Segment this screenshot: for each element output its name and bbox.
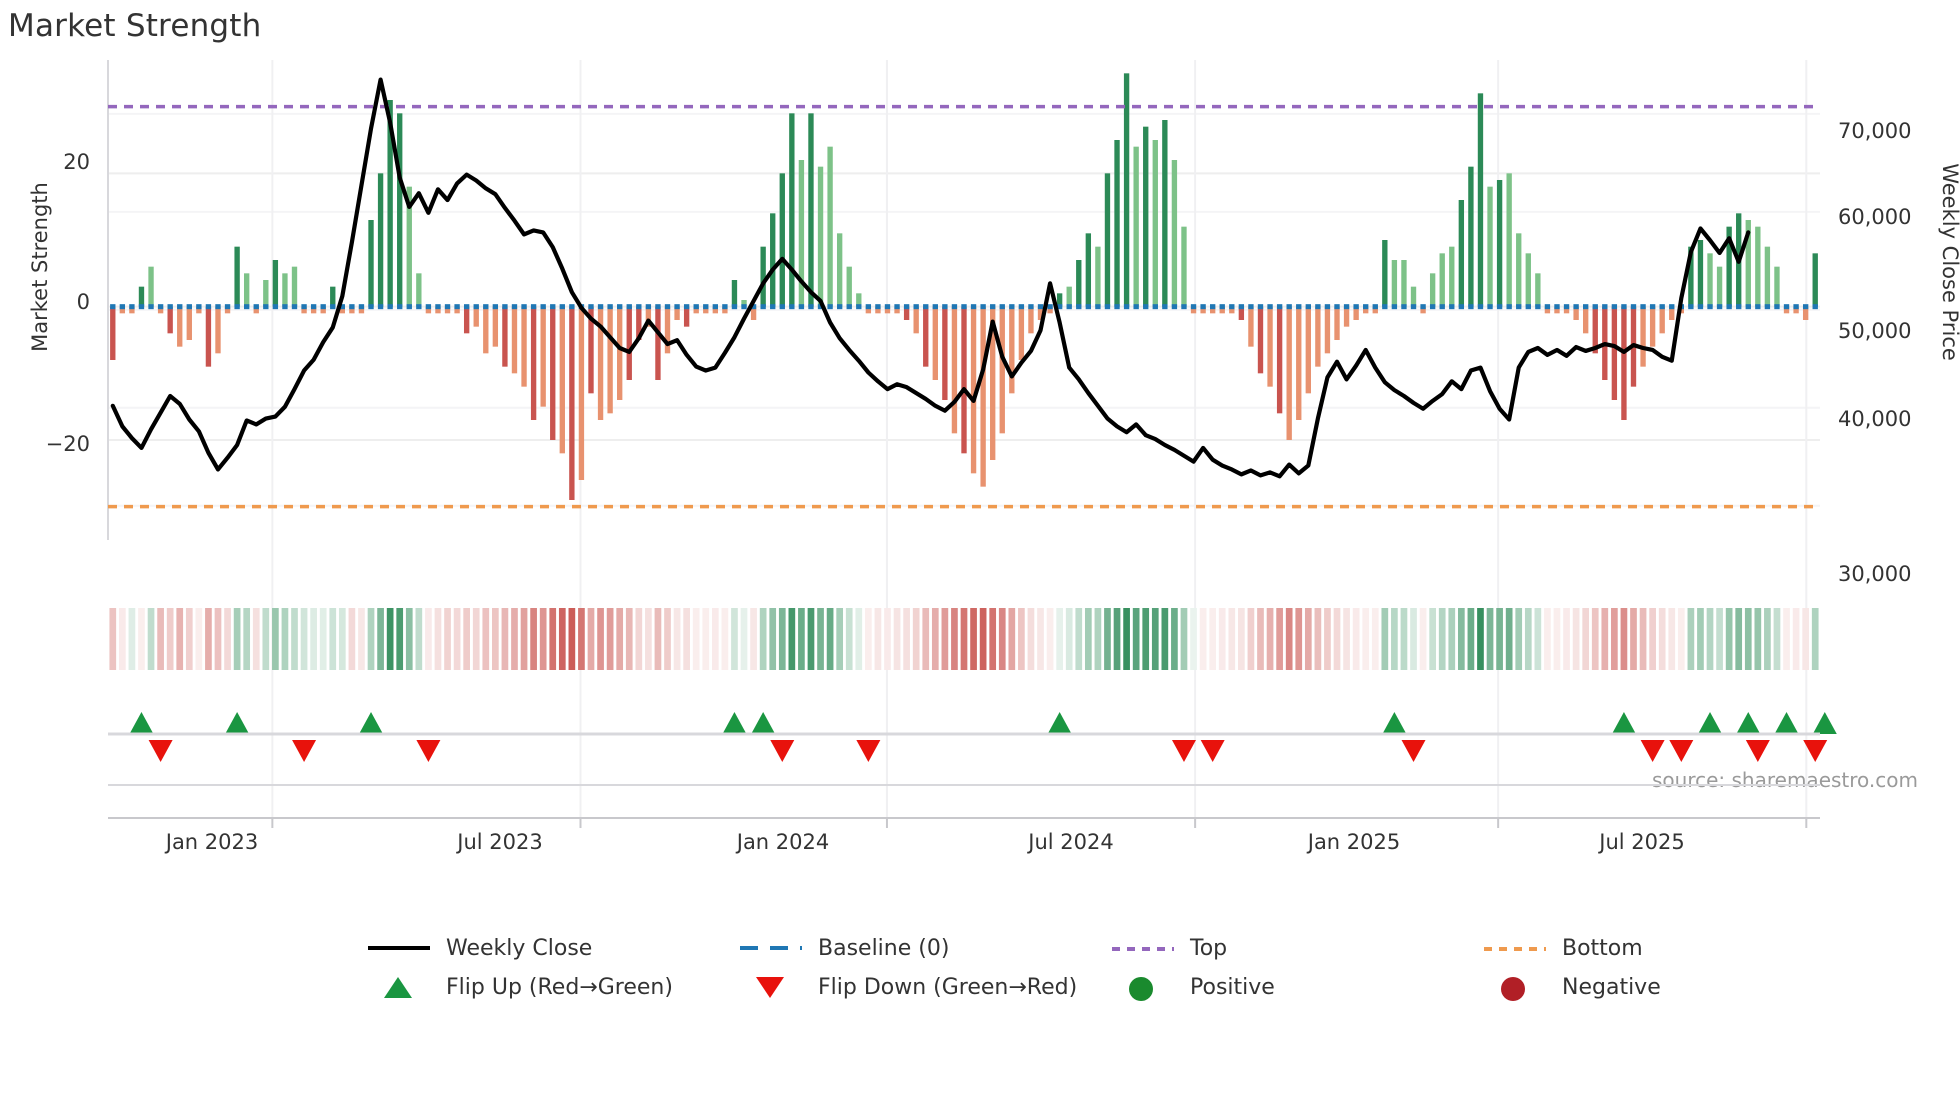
chart-canvas — [107, 60, 1837, 828]
circle-icon — [1112, 975, 1174, 1001]
legend-label: Bottom — [1562, 935, 1643, 961]
legend-label: Negative — [1562, 974, 1661, 1000]
legend-label: Flip Up (Red→Green) — [446, 974, 673, 1000]
dashed-line-icon — [740, 936, 802, 960]
legend-item-weekly-close[interactable]: Weekly Close — [368, 925, 592, 971]
legend-label: Weekly Close — [446, 935, 593, 961]
legend-label: Baseline (0) — [818, 935, 950, 961]
dotted-line-icon — [1484, 936, 1546, 960]
x-tick-5: Jul 2025 — [1599, 830, 1685, 854]
y-tick-left-2: −20 — [45, 432, 90, 456]
y-tick-right-2: 50,000 — [1838, 319, 1912, 343]
legend-item-negative[interactable]: Negative — [1484, 964, 1661, 1010]
x-tick-3: Jul 2024 — [1028, 830, 1114, 854]
legend-item-top[interactable]: Top — [1112, 925, 1227, 971]
y-tick-right-4: 30,000 — [1838, 562, 1912, 586]
x-tick-1: Jul 2023 — [457, 830, 543, 854]
legend-item-baseline[interactable]: Baseline (0) — [740, 925, 949, 971]
legend-item-flip-down[interactable]: Flip Down (Green→Red) — [740, 964, 1077, 1010]
y-tick-right-0: 70,000 — [1838, 119, 1912, 143]
source-caption: source: sharemaestro.com — [1652, 768, 1918, 792]
legend-label: Positive — [1190, 974, 1275, 1000]
chart-legend: Weekly Close Baseline (0) Top Bottom Fli… — [0, 925, 1960, 1035]
y-tick-right-1: 60,000 — [1838, 205, 1912, 229]
page-title: Market Strength — [8, 8, 262, 44]
line-icon — [368, 936, 430, 960]
legend-label: Flip Down (Green→Red) — [818, 974, 1078, 1000]
triangle-up-icon — [368, 975, 430, 999]
legend-label: Top — [1190, 935, 1228, 961]
x-tick-2: Jan 2024 — [736, 830, 830, 854]
triangle-down-icon — [740, 975, 802, 999]
dotted-line-icon — [1112, 936, 1174, 960]
y-tick-left-1: 0 — [76, 290, 90, 314]
legend-item-bottom[interactable]: Bottom — [1484, 925, 1643, 971]
legend-item-flip-up[interactable]: Flip Up (Red→Green) — [368, 964, 673, 1010]
x-tick-0: Jan 2023 — [165, 830, 259, 854]
legend-item-positive[interactable]: Positive — [1112, 964, 1275, 1010]
x-tick-4: Jan 2025 — [1307, 830, 1401, 854]
y-tick-right-3: 40,000 — [1838, 407, 1912, 431]
y-tick-left-0: 20 — [63, 150, 90, 174]
circle-icon — [1484, 975, 1546, 1001]
